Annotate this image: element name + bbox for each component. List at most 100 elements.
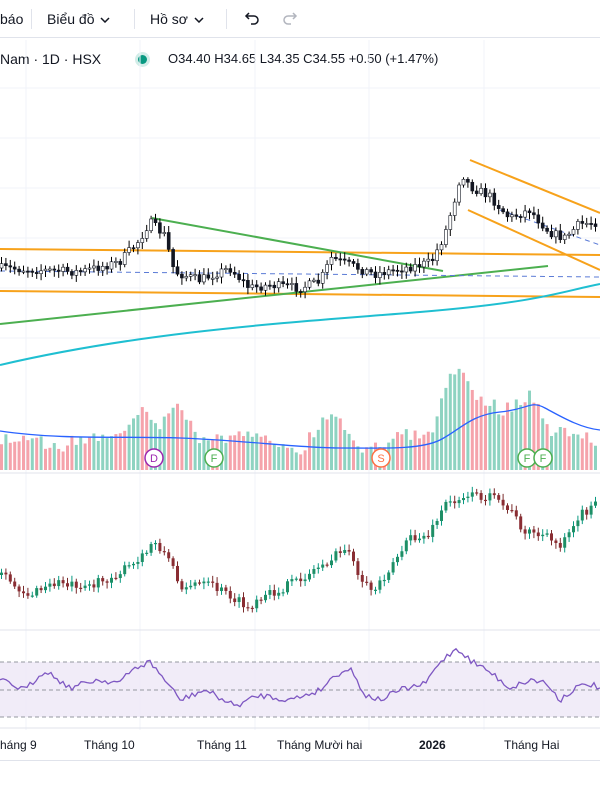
indicator-candle	[215, 582, 219, 592]
volume-bar	[13, 441, 17, 470]
price-candle	[342, 258, 347, 261]
indicator-candle	[435, 520, 439, 525]
indicator-candle	[545, 533, 549, 535]
volume-bar	[237, 431, 241, 470]
indicator-candle	[325, 564, 329, 566]
volume-bar	[365, 447, 369, 470]
price-candle	[290, 283, 294, 285]
price-candle	[382, 272, 387, 276]
indicator-candle	[356, 561, 360, 575]
symbol-info[interactable]: Nam · 1D · HSX	[0, 51, 102, 67]
indicator-candle	[536, 532, 540, 537]
chevron-down-icon	[100, 17, 111, 24]
indicator-candle	[396, 556, 399, 563]
price-candle	[457, 184, 461, 203]
volume-bar	[545, 424, 549, 470]
volume-bar	[510, 411, 514, 470]
indicator-candle	[246, 607, 250, 609]
price-candle	[153, 218, 158, 224]
price-candle	[188, 274, 193, 277]
indicator-candle	[299, 578, 303, 582]
price-candle	[259, 286, 263, 291]
price-candle	[175, 266, 180, 275]
indicator-candle	[497, 495, 501, 500]
price-candle	[408, 266, 413, 272]
indicator-candle	[576, 520, 580, 527]
volume-bar	[154, 423, 157, 470]
x-axis-label: Tháng Hai	[504, 738, 560, 752]
indicator-candle	[580, 509, 584, 521]
indicator-candle	[550, 533, 553, 541]
ohlc-values: O34.40 H34.65 L34.35 C34.55 +0.50 (+1.47…	[168, 51, 439, 66]
price-candle	[356, 263, 360, 270]
price-candle	[232, 271, 237, 275]
profile-menu-button[interactable]: Hồ sơ	[150, 8, 204, 30]
price-candle	[369, 269, 373, 273]
indicator-candle	[211, 581, 215, 583]
volume-bar	[422, 434, 426, 470]
price-candle	[193, 274, 197, 277]
price-candle	[360, 269, 365, 275]
drawing-lines	[0, 159, 600, 366]
volume-bar	[580, 438, 584, 470]
volume-bar	[132, 418, 135, 470]
price-candle	[378, 272, 382, 278]
volume-bar	[400, 434, 404, 470]
indicator-candle	[462, 498, 465, 501]
indicator-candle	[563, 537, 567, 548]
indicator-candle	[369, 582, 373, 590]
channel-upper-line	[469, 159, 600, 214]
indicator-candle	[8, 574, 12, 582]
volume-bar	[259, 436, 263, 470]
event-marker-label: F	[211, 453, 218, 465]
volume-bar	[79, 436, 83, 470]
indicator-candle	[118, 574, 122, 579]
volume-bar	[83, 443, 87, 470]
price-candle	[474, 190, 479, 194]
price-candle	[386, 269, 391, 276]
indicator-candle	[290, 579, 294, 582]
price-candle	[364, 269, 369, 275]
price-candle	[92, 265, 96, 269]
volume-bar	[70, 435, 74, 470]
chart-grid	[0, 40, 600, 730]
toolbar-divider	[31, 9, 32, 29]
price-candle	[320, 272, 325, 284]
indicator-candle	[572, 526, 575, 533]
price-candle	[197, 274, 202, 283]
volume-bar	[57, 448, 61, 470]
volume-bar	[440, 398, 443, 470]
indicator-candle	[114, 577, 118, 580]
volume-bar	[444, 387, 448, 470]
indicator-candle	[35, 588, 39, 596]
price-candle	[171, 249, 175, 268]
alerts-menu[interactable]: báo	[0, 8, 23, 30]
volume-bar	[290, 447, 294, 470]
price-candle	[131, 247, 136, 250]
indicator-candle	[39, 588, 43, 591]
volume-bar	[167, 413, 171, 470]
price-candle	[166, 232, 171, 250]
redo-button[interactable]	[282, 9, 300, 31]
indicator-candle	[321, 564, 325, 568]
volume-bar	[462, 372, 465, 470]
event-marker-label: F	[524, 453, 531, 465]
volume-bar	[136, 414, 140, 470]
indicator-candle	[79, 587, 83, 590]
price-candle	[483, 188, 488, 198]
volume-bar	[413, 430, 417, 470]
volume-bar	[316, 429, 320, 470]
volume-bar	[96, 440, 100, 470]
indicator-candle	[413, 535, 417, 541]
price-candle	[118, 261, 123, 265]
price-candle	[501, 208, 505, 213]
chart-menu-button[interactable]: Biểu đồ	[47, 8, 111, 30]
price-candle	[114, 261, 118, 263]
price-candle	[215, 276, 219, 279]
undo-button[interactable]	[242, 9, 260, 31]
volume-bar	[189, 420, 193, 470]
indicator-candle	[180, 581, 184, 590]
volume-bar	[325, 419, 329, 470]
price-candle	[268, 284, 272, 287]
